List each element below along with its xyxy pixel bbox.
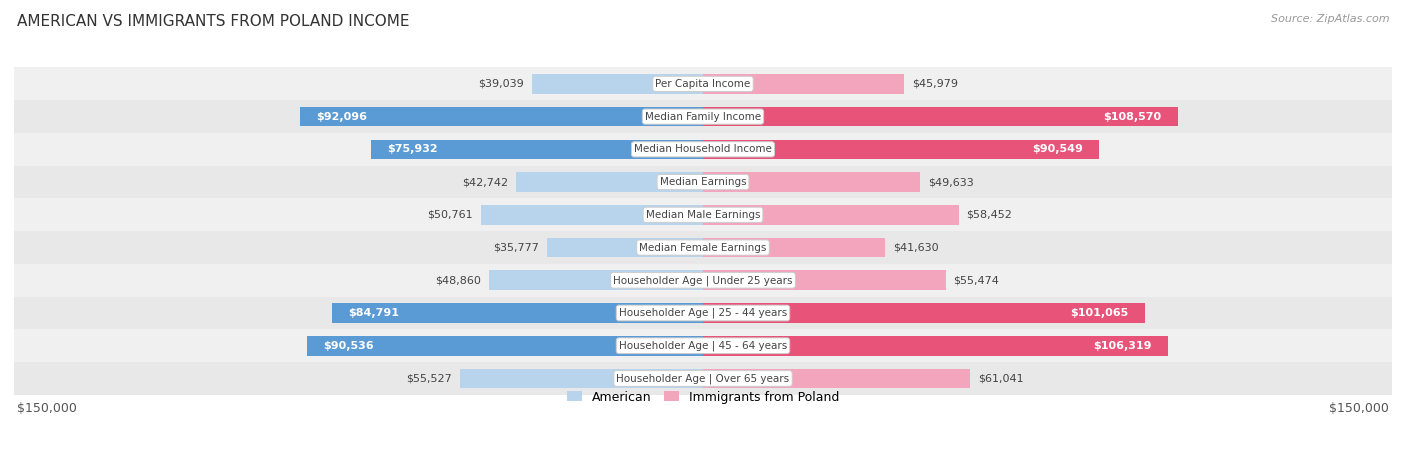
Bar: [14, 100, 1392, 133]
Bar: [307, 336, 703, 355]
Text: $150,000: $150,000: [17, 402, 77, 415]
Bar: [703, 74, 904, 94]
Text: Householder Age | 25 - 44 years: Householder Age | 25 - 44 years: [619, 308, 787, 318]
Text: $90,536: $90,536: [323, 341, 374, 351]
Bar: [516, 172, 703, 192]
Text: Median Family Income: Median Family Income: [645, 112, 761, 121]
Bar: [14, 264, 1392, 297]
Text: Householder Age | Over 65 years: Householder Age | Over 65 years: [616, 373, 790, 384]
Bar: [547, 238, 703, 257]
Text: $55,474: $55,474: [953, 275, 1000, 285]
Bar: [703, 238, 886, 257]
Text: $150,000: $150,000: [1329, 402, 1389, 415]
Text: Median Earnings: Median Earnings: [659, 177, 747, 187]
Text: $84,791: $84,791: [349, 308, 399, 318]
Bar: [14, 231, 1392, 264]
Bar: [14, 198, 1392, 231]
Bar: [703, 336, 1168, 355]
Text: Per Capita Income: Per Capita Income: [655, 79, 751, 89]
Text: $61,041: $61,041: [979, 374, 1024, 383]
Bar: [460, 368, 703, 388]
Bar: [533, 74, 703, 94]
Text: $42,742: $42,742: [463, 177, 508, 187]
Text: $90,549: $90,549: [1032, 144, 1083, 154]
Bar: [703, 270, 946, 290]
Bar: [703, 303, 1144, 323]
Text: $75,932: $75,932: [387, 144, 437, 154]
Text: $55,527: $55,527: [406, 374, 453, 383]
Bar: [14, 362, 1392, 395]
Bar: [14, 133, 1392, 166]
Text: Householder Age | 45 - 64 years: Householder Age | 45 - 64 years: [619, 340, 787, 351]
Bar: [703, 140, 1099, 159]
Bar: [489, 270, 703, 290]
Bar: [371, 140, 703, 159]
Bar: [14, 166, 1392, 198]
Bar: [14, 297, 1392, 329]
Bar: [332, 303, 703, 323]
Text: $41,630: $41,630: [893, 242, 939, 253]
Text: $58,452: $58,452: [966, 210, 1012, 220]
Text: $39,039: $39,039: [478, 79, 524, 89]
Text: Median Household Income: Median Household Income: [634, 144, 772, 154]
Text: $49,633: $49,633: [928, 177, 974, 187]
Text: Householder Age | Under 25 years: Householder Age | Under 25 years: [613, 275, 793, 285]
Text: $35,777: $35,777: [492, 242, 538, 253]
Text: $92,096: $92,096: [316, 112, 367, 121]
Text: $45,979: $45,979: [912, 79, 957, 89]
Bar: [703, 172, 920, 192]
Text: $108,570: $108,570: [1104, 112, 1161, 121]
Text: $106,319: $106,319: [1092, 341, 1152, 351]
Legend: American, Immigrants from Poland: American, Immigrants from Poland: [567, 390, 839, 403]
Text: $48,860: $48,860: [436, 275, 481, 285]
Text: Median Female Earnings: Median Female Earnings: [640, 242, 766, 253]
Bar: [703, 205, 959, 225]
Text: AMERICAN VS IMMIGRANTS FROM POLAND INCOME: AMERICAN VS IMMIGRANTS FROM POLAND INCOM…: [17, 14, 409, 29]
Bar: [703, 368, 970, 388]
Text: $50,761: $50,761: [427, 210, 472, 220]
Text: $101,065: $101,065: [1070, 308, 1129, 318]
Text: Median Male Earnings: Median Male Earnings: [645, 210, 761, 220]
Bar: [299, 107, 703, 127]
Bar: [703, 107, 1178, 127]
Text: Source: ZipAtlas.com: Source: ZipAtlas.com: [1271, 14, 1389, 24]
Bar: [14, 68, 1392, 100]
Bar: [481, 205, 703, 225]
Bar: [14, 329, 1392, 362]
